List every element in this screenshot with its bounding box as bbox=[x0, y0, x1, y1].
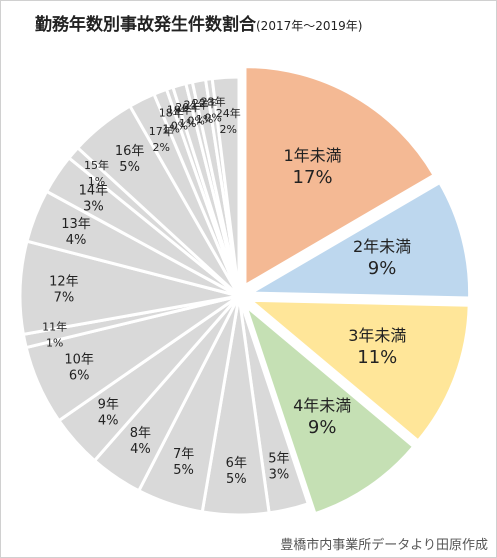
slice-value-15年: 1% bbox=[88, 175, 105, 188]
slice-value-23年: 0% bbox=[204, 111, 221, 124]
chart-subtitle: (2017年～2019年) bbox=[256, 19, 363, 33]
slice-value-7年: 5% bbox=[173, 463, 194, 478]
slice-label-20年: 20年 bbox=[175, 100, 200, 114]
slice-value-13年: 4% bbox=[66, 233, 87, 248]
slice-value-5年: 3% bbox=[269, 468, 290, 483]
slice-label-22年: 22年 bbox=[192, 96, 217, 110]
slice-label-19年: 19年 bbox=[167, 102, 192, 116]
slice-label-23年: 23年 bbox=[201, 94, 226, 108]
slice-label-4年未満: 4年未満 bbox=[293, 396, 351, 415]
slice-label-21年: 21年 bbox=[184, 98, 209, 112]
slice-value-2年未満: 9% bbox=[368, 258, 397, 279]
slice-value-17年: 2% bbox=[153, 141, 170, 154]
pie-slice-4年未満 bbox=[242, 301, 416, 516]
slice-label-5年: 5年 bbox=[268, 452, 289, 467]
chart-title: 勤務年数別事故発生件数割合 bbox=[35, 15, 256, 35]
slice-label-10年: 10年 bbox=[64, 353, 94, 368]
slice-label-14年: 14年 bbox=[79, 184, 109, 199]
slice-label-13年: 13年 bbox=[61, 217, 91, 232]
slice-value-21年: 0% bbox=[187, 115, 204, 128]
slice-value-14年: 3% bbox=[83, 200, 104, 215]
slice-label-12年: 12年 bbox=[49, 274, 79, 289]
slice-value-19年: 0% bbox=[171, 119, 188, 132]
source-note: 豊橋市内事業所データより田原作成 bbox=[280, 538, 488, 553]
slice-value-12年: 7% bbox=[54, 290, 75, 305]
slice-value-20年: 1% bbox=[179, 117, 196, 130]
slice-label-6年: 6年 bbox=[226, 456, 247, 471]
slice-labels: 1年未満17%2年未満9%3年未満11%4年未満9%5年3%6年5%7年5%8年… bbox=[42, 94, 411, 487]
slice-label-11年: 11年 bbox=[42, 320, 67, 334]
pie-slice-3年未満 bbox=[245, 298, 471, 443]
slice-value-9年: 4% bbox=[98, 414, 119, 429]
slice-value-10年: 6% bbox=[69, 369, 90, 384]
slice-label-16年: 16年 bbox=[115, 144, 145, 159]
pie-slice-1年未満 bbox=[243, 65, 437, 289]
slice-label-1年未満: 1年未満 bbox=[283, 146, 341, 165]
slice-label-24年: 24年 bbox=[216, 106, 241, 120]
slice-value-16年: 5% bbox=[119, 160, 140, 175]
slice-label-17年: 17年 bbox=[149, 124, 174, 138]
slice-value-3年未満: 11% bbox=[357, 347, 397, 368]
slice-value-4年未満: 9% bbox=[308, 417, 337, 438]
slice-value-1年未満: 17% bbox=[293, 167, 333, 188]
slice-value-24年: 2% bbox=[220, 123, 237, 136]
slice-value-18年: 1% bbox=[163, 122, 180, 135]
slice-label-8年: 8年 bbox=[130, 426, 151, 441]
slice-label-3年未満: 3年未満 bbox=[348, 326, 406, 345]
slice-label-7年: 7年 bbox=[173, 447, 194, 462]
pie-slice-2年未満 bbox=[245, 180, 472, 300]
slice-label-15年: 15年 bbox=[84, 158, 109, 172]
slice-label-9年: 9年 bbox=[98, 398, 119, 413]
slice-value-8年: 4% bbox=[130, 442, 151, 457]
pie-slice-24年 bbox=[210, 75, 241, 297]
slice-label-18年: 18年 bbox=[159, 105, 184, 119]
slice-value-6年: 5% bbox=[226, 472, 247, 487]
chart-title-block: 勤務年数別事故発生件数割合(2017年～2019年) bbox=[35, 10, 362, 35]
slice-label-2年未満: 2年未満 bbox=[353, 237, 411, 256]
slice-value-11年: 1% bbox=[46, 337, 63, 350]
slice-value-22年: 1% bbox=[196, 113, 213, 126]
